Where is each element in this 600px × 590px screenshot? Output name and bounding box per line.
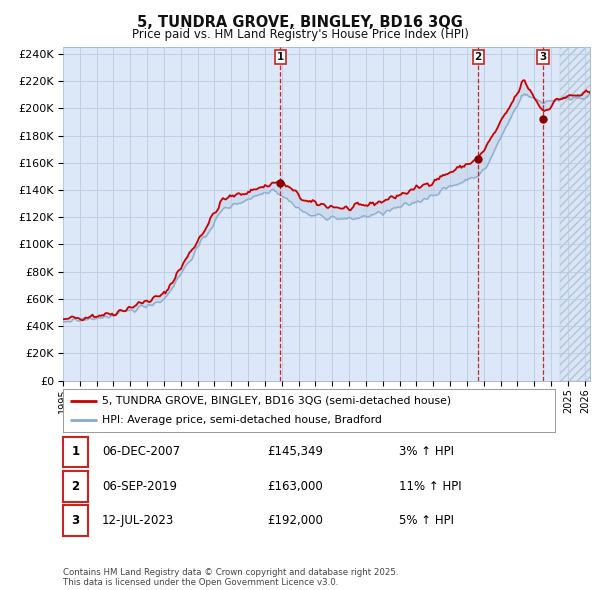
Text: £163,000: £163,000 xyxy=(267,480,323,493)
Text: £145,349: £145,349 xyxy=(267,445,323,458)
Text: 11% ↑ HPI: 11% ↑ HPI xyxy=(399,480,461,493)
Text: 06-SEP-2019: 06-SEP-2019 xyxy=(102,480,177,493)
Text: HPI: Average price, semi-detached house, Bradford: HPI: Average price, semi-detached house,… xyxy=(103,415,382,425)
Text: 1: 1 xyxy=(71,445,80,458)
Text: 2: 2 xyxy=(71,480,80,493)
Bar xyxy=(560,47,600,381)
Text: 06-DEC-2007: 06-DEC-2007 xyxy=(102,445,180,458)
Text: 1: 1 xyxy=(277,52,284,62)
Text: 3: 3 xyxy=(539,52,547,62)
Text: 3% ↑ HPI: 3% ↑ HPI xyxy=(399,445,454,458)
Text: 12-JUL-2023: 12-JUL-2023 xyxy=(102,514,174,527)
Text: Contains HM Land Registry data © Crown copyright and database right 2025.
This d: Contains HM Land Registry data © Crown c… xyxy=(63,568,398,587)
Text: 5, TUNDRA GROVE, BINGLEY, BD16 3QG (semi-detached house): 5, TUNDRA GROVE, BINGLEY, BD16 3QG (semi… xyxy=(103,396,451,406)
Text: 5% ↑ HPI: 5% ↑ HPI xyxy=(399,514,454,527)
Text: 2: 2 xyxy=(475,52,482,62)
Text: 3: 3 xyxy=(71,514,80,527)
Text: 5, TUNDRA GROVE, BINGLEY, BD16 3QG: 5, TUNDRA GROVE, BINGLEY, BD16 3QG xyxy=(137,15,463,30)
Text: £192,000: £192,000 xyxy=(267,514,323,527)
Bar xyxy=(560,47,600,381)
Text: Price paid vs. HM Land Registry's House Price Index (HPI): Price paid vs. HM Land Registry's House … xyxy=(131,28,469,41)
